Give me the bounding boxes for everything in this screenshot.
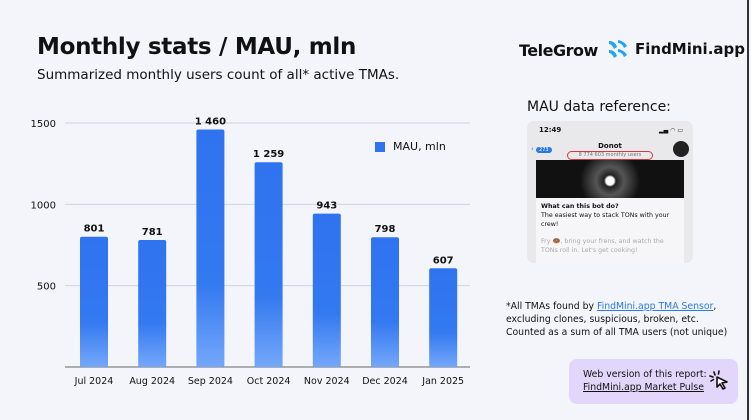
market-pulse-link[interactable]: FindMini.app Market Pulse: [583, 382, 704, 393]
card-text: The easiest way to stack TONs with your …: [541, 212, 670, 228]
findmini-logo: FindMini.app: [607, 38, 745, 60]
legend-label: MAU, mln: [393, 140, 446, 153]
data-label: 943: [316, 201, 337, 212]
data-label: 1 460: [195, 117, 226, 128]
chart-legend: MAU, mln: [375, 140, 446, 153]
telegrow-logo: TeleGrow: [519, 41, 598, 60]
monthly-users: 8 774 603 monthly users: [567, 151, 653, 160]
y-tick-label: 1000: [31, 200, 56, 211]
bar: [138, 239, 167, 367]
back-button: ‹ 273: [531, 145, 552, 153]
cursor-click-icon: [709, 370, 728, 390]
bar: [312, 213, 341, 367]
phone-time: 12:49: [539, 126, 562, 134]
card-title: What can this bot do?: [541, 203, 619, 210]
bar: [371, 237, 399, 367]
x-tick-label: Sep 2024: [188, 376, 233, 387]
web-version-label: Web version of this report:: [583, 369, 707, 380]
x-tick-label: Aug 2024: [129, 376, 175, 387]
x-tick-label: Dec 2024: [362, 376, 408, 387]
card-faded-text: Fry 🍩, bring your frens, and watch the T…: [541, 238, 664, 254]
x-tick-label: Jul 2024: [74, 376, 114, 387]
footnote-prefix: *All TMAs found by: [506, 301, 597, 312]
bot-name: Donot: [598, 142, 622, 150]
footnote-line3: Counted as a sum of all TMA users (not u…: [506, 327, 728, 338]
mau-bar-chart: 500 1000 1500 801 Jul 2024 781 Aug 2024 1 460 Se…: [31, 117, 470, 387]
data-label: 1 259: [253, 149, 284, 160]
page-subtitle: Summarized monthly users count of all* a…: [37, 67, 400, 83]
bot-description-card: What can this bot do? The easiest way to…: [536, 198, 684, 263]
bar: [429, 268, 458, 367]
mau-reference-screenshot: 12:49 ▂▄ ◠ ▭ ‹ 273 Donot 8 774 603 month…: [527, 121, 693, 263]
bot-avatar: [673, 141, 689, 157]
web-version-button[interactable]: Web version of this report: FindMini.app…: [569, 359, 738, 404]
footnote: *All TMAs found by FindMini.app TMA Sens…: [506, 300, 727, 339]
x-tick-label: Jan 2025: [421, 376, 464, 387]
footnote-line2: excluding clones, suspicious, broken, et…: [506, 314, 699, 325]
legend-swatch: [375, 141, 385, 152]
tma-sensor-link[interactable]: FindMini.app TMA Sensor: [596, 301, 714, 312]
data-label: 607: [433, 255, 454, 266]
reference-title: MAU data reference:: [527, 99, 671, 115]
bot-banner-image: [536, 160, 684, 198]
page-title: Monthly stats / MAU, mln: [37, 34, 357, 60]
status-icons: ▂▄ ◠ ▭: [659, 127, 683, 134]
findmini-logo-icon: [609, 40, 627, 58]
x-tick-label: Oct 2024: [247, 376, 291, 387]
data-label: 781: [142, 227, 163, 238]
right-edge-border: [747, 0, 749, 420]
bar: [80, 236, 108, 367]
data-label: 801: [84, 224, 105, 235]
y-tick-label: 1500: [31, 119, 56, 130]
x-tick-label: Nov 2024: [304, 376, 350, 387]
bar: [196, 129, 225, 367]
findmini-logo-text: FindMini.app: [635, 40, 745, 58]
data-label: 798: [375, 224, 396, 235]
footnote-suffix: ,: [713, 301, 717, 312]
y-tick-label: 500: [37, 282, 56, 293]
bar: [254, 162, 283, 367]
